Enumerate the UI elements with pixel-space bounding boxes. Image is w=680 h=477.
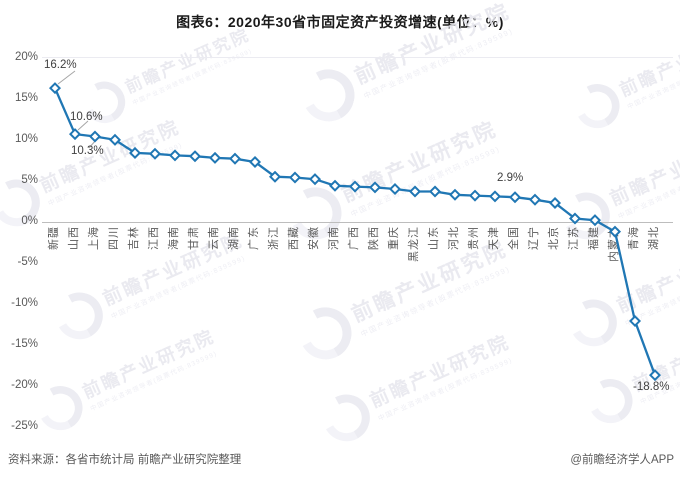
data-point-marker bbox=[228, 152, 242, 165]
data-point-marker bbox=[168, 149, 182, 162]
label-leader-line bbox=[77, 120, 89, 131]
y-tick-label: -15% bbox=[11, 338, 38, 350]
data-point-marker bbox=[128, 146, 142, 159]
brand-note: @前瞻经济学人APP bbox=[570, 454, 674, 466]
data-point-marker bbox=[468, 189, 482, 202]
y-tick-label: -5% bbox=[17, 256, 38, 268]
data-point-marker bbox=[588, 214, 602, 227]
data-point-marker bbox=[248, 155, 262, 168]
data-point-marker bbox=[508, 191, 522, 204]
data-point-marker bbox=[368, 181, 382, 194]
data-point-marker bbox=[308, 173, 322, 186]
data-point-marker bbox=[48, 82, 62, 95]
data-point-marker bbox=[448, 188, 462, 201]
data-point-marker bbox=[548, 196, 562, 209]
zero-axis-line bbox=[42, 222, 673, 223]
data-point-marker bbox=[328, 179, 342, 192]
data-point-marker bbox=[348, 180, 362, 193]
source-note: 资料来源：各省市统计局 前瞻产业研究院整理 bbox=[8, 454, 242, 466]
data-point-marker bbox=[188, 150, 202, 163]
data-point-marker bbox=[428, 185, 442, 198]
data-point-label: -18.8% bbox=[633, 381, 670, 393]
data-point-marker bbox=[628, 315, 642, 328]
data-point-marker bbox=[148, 147, 162, 160]
data-point-marker bbox=[488, 190, 502, 203]
data-point-marker bbox=[408, 185, 422, 198]
data-point-marker bbox=[528, 193, 542, 206]
data-point-marker bbox=[108, 133, 122, 146]
data-point-marker bbox=[388, 183, 402, 196]
data-point-marker bbox=[208, 151, 222, 164]
y-tick-label: 0% bbox=[21, 215, 38, 227]
data-point-marker bbox=[88, 130, 102, 143]
y-tick-label: -10% bbox=[11, 297, 38, 309]
y-tick-label: 20% bbox=[14, 51, 38, 63]
data-point-label: 2.9% bbox=[497, 172, 524, 184]
data-point-marker bbox=[288, 171, 302, 184]
data-point-label: 10.6% bbox=[70, 111, 103, 123]
data-point-marker bbox=[68, 128, 82, 141]
data-point-marker bbox=[648, 369, 662, 382]
y-tick-label: -20% bbox=[11, 379, 38, 391]
y-tick-label: -25% bbox=[11, 420, 38, 432]
data-point-label: 16.2% bbox=[44, 59, 77, 71]
data-point-marker bbox=[568, 212, 582, 225]
data-point-marker bbox=[608, 225, 622, 238]
plot-top-border bbox=[42, 57, 673, 58]
y-tick-label: 10% bbox=[14, 133, 38, 145]
y-tick-label: 5% bbox=[21, 174, 38, 186]
data-point-marker bbox=[268, 170, 282, 183]
data-series-line bbox=[53, 87, 657, 376]
label-leader-line bbox=[57, 70, 76, 85]
data-point-label: 10.3% bbox=[71, 145, 104, 157]
y-tick-label: 15% bbox=[14, 92, 38, 104]
chart-title: 图表6：2020年30省市固定资产投资增速(单位：%) bbox=[176, 14, 504, 30]
